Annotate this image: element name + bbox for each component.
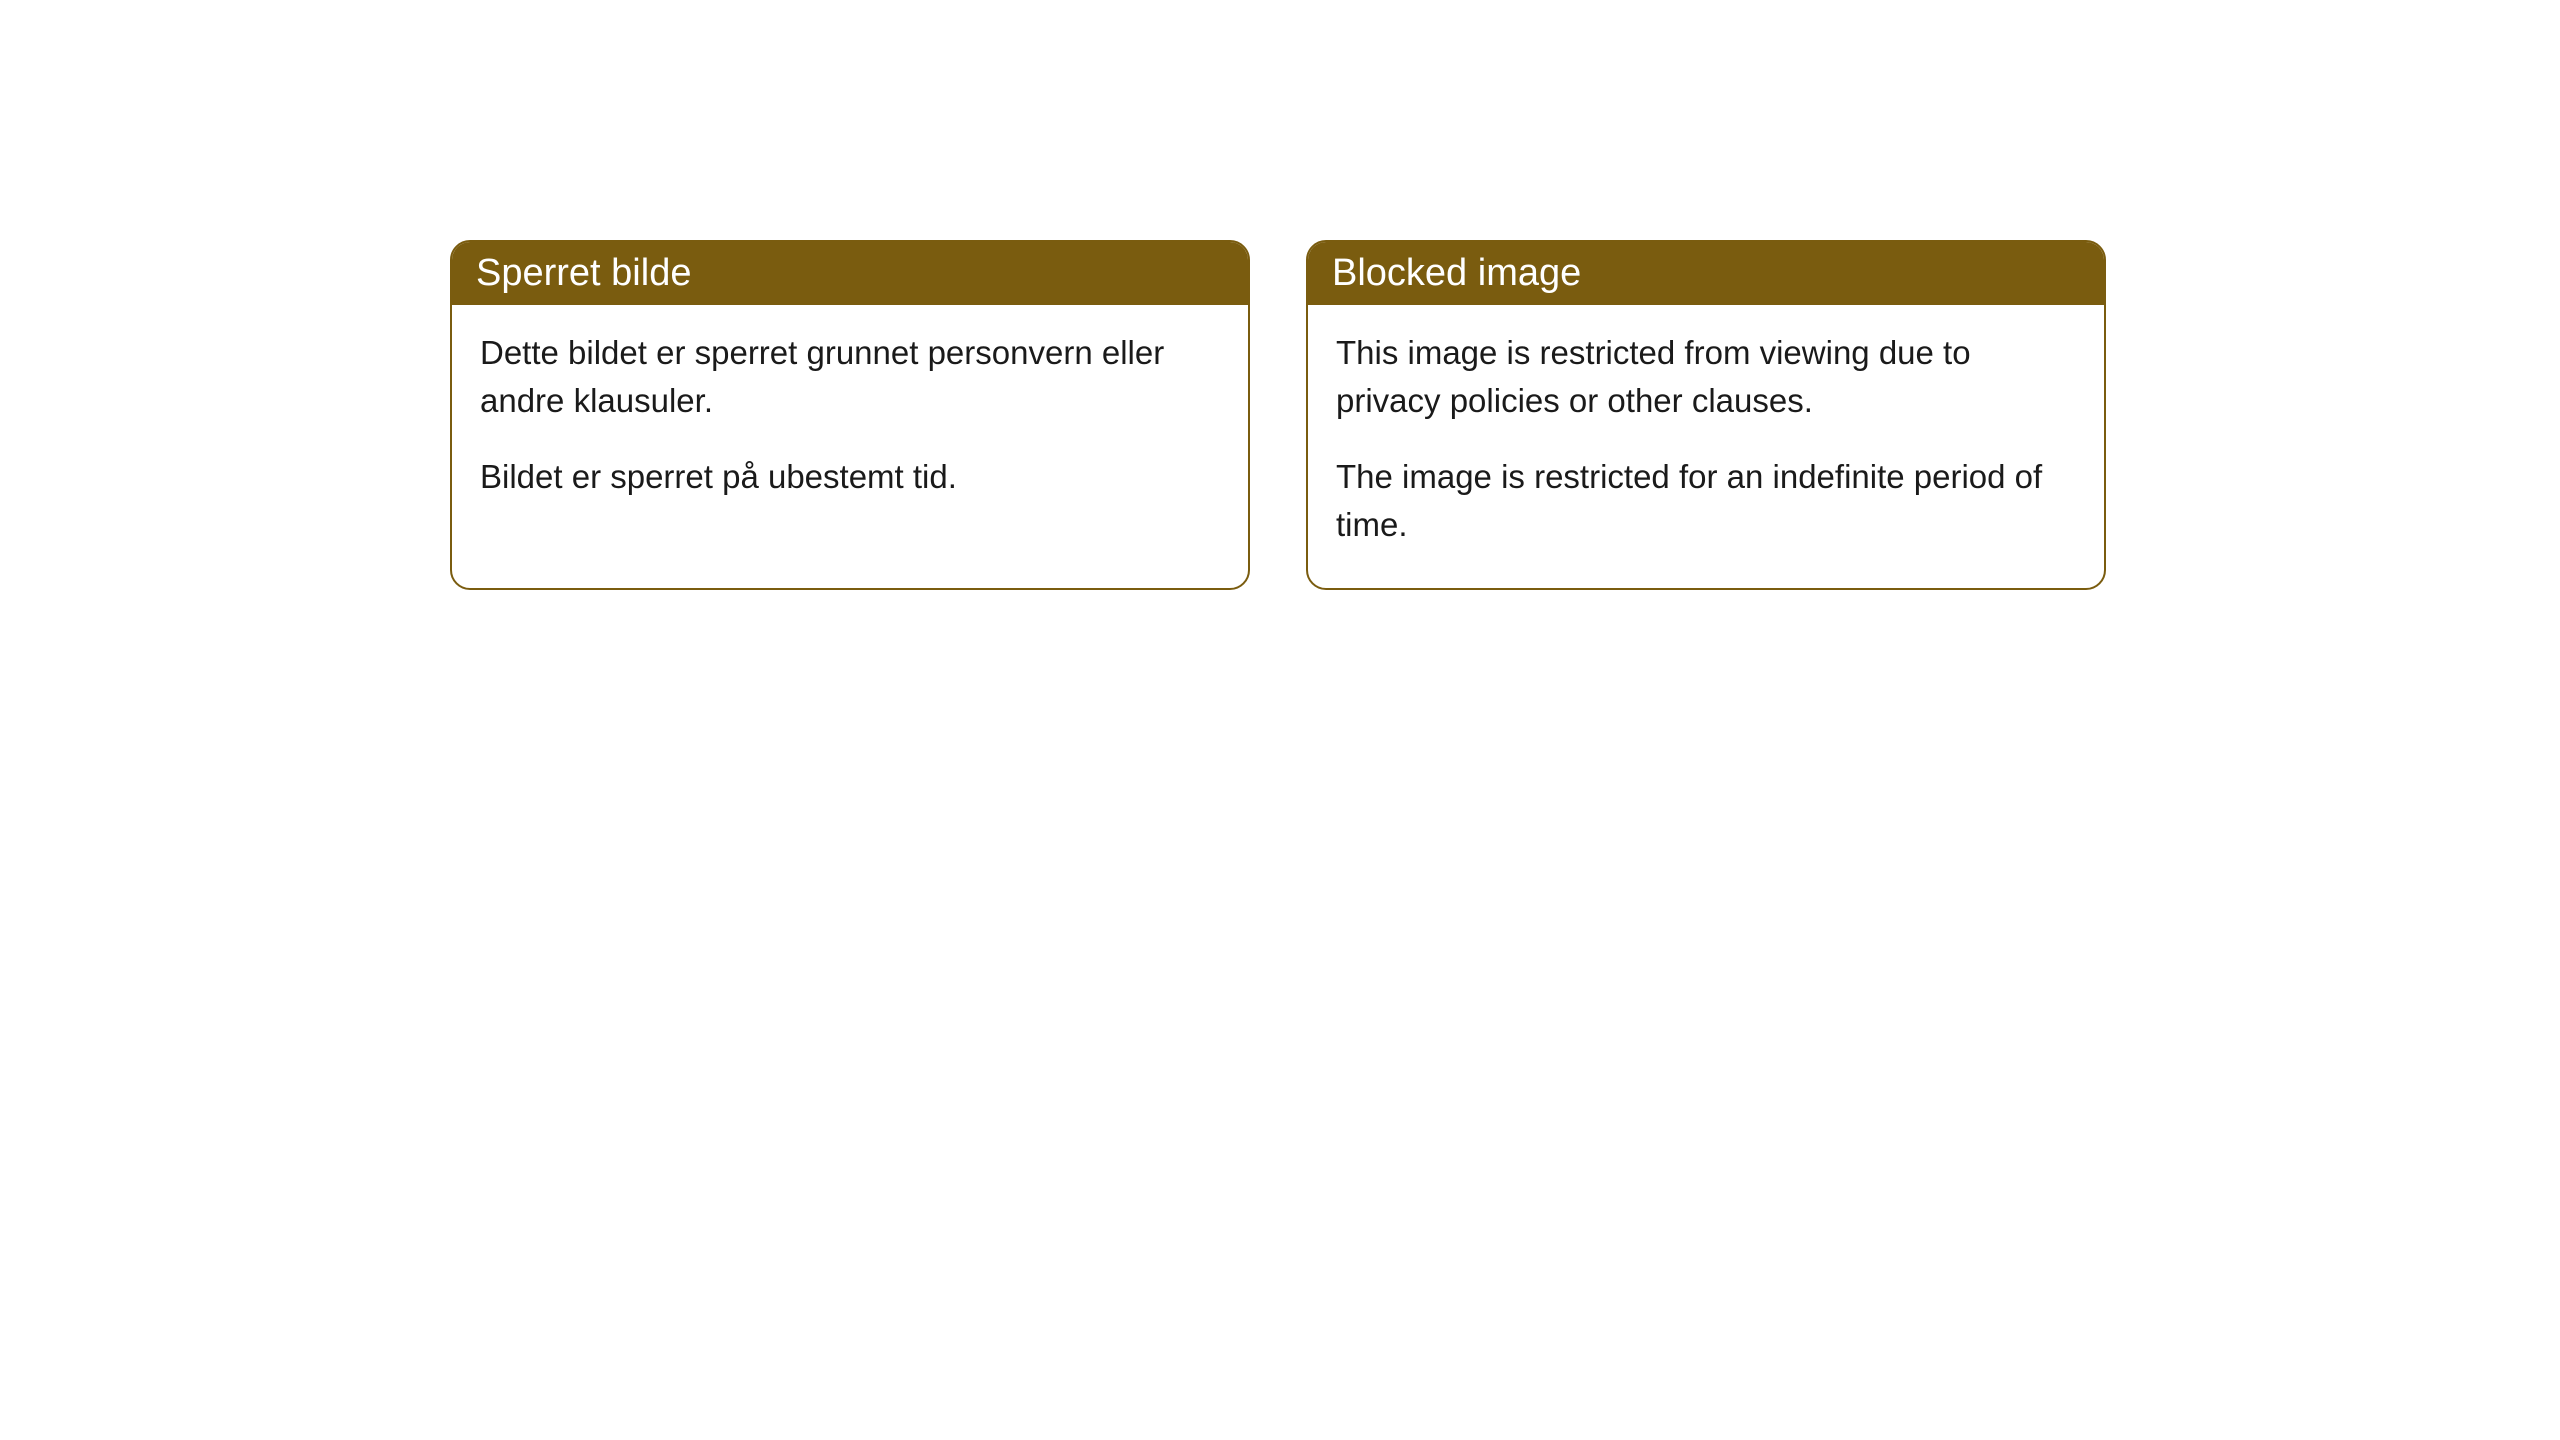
card-paragraph-1: This image is restricted from viewing du… xyxy=(1336,329,2076,425)
card-norwegian: Sperret bilde Dette bildet er sperret gr… xyxy=(450,240,1250,590)
card-header-english: Blocked image xyxy=(1308,242,2104,305)
card-paragraph-2: The image is restricted for an indefinit… xyxy=(1336,453,2076,549)
card-body-norwegian: Dette bildet er sperret grunnet personve… xyxy=(452,305,1248,541)
card-paragraph-1: Dette bildet er sperret grunnet personve… xyxy=(480,329,1220,425)
card-body-english: This image is restricted from viewing du… xyxy=(1308,305,2104,588)
cards-container: Sperret bilde Dette bildet er sperret gr… xyxy=(450,240,2106,590)
card-header-norwegian: Sperret bilde xyxy=(452,242,1248,305)
card-paragraph-2: Bildet er sperret på ubestemt tid. xyxy=(480,453,1220,501)
card-english: Blocked image This image is restricted f… xyxy=(1306,240,2106,590)
